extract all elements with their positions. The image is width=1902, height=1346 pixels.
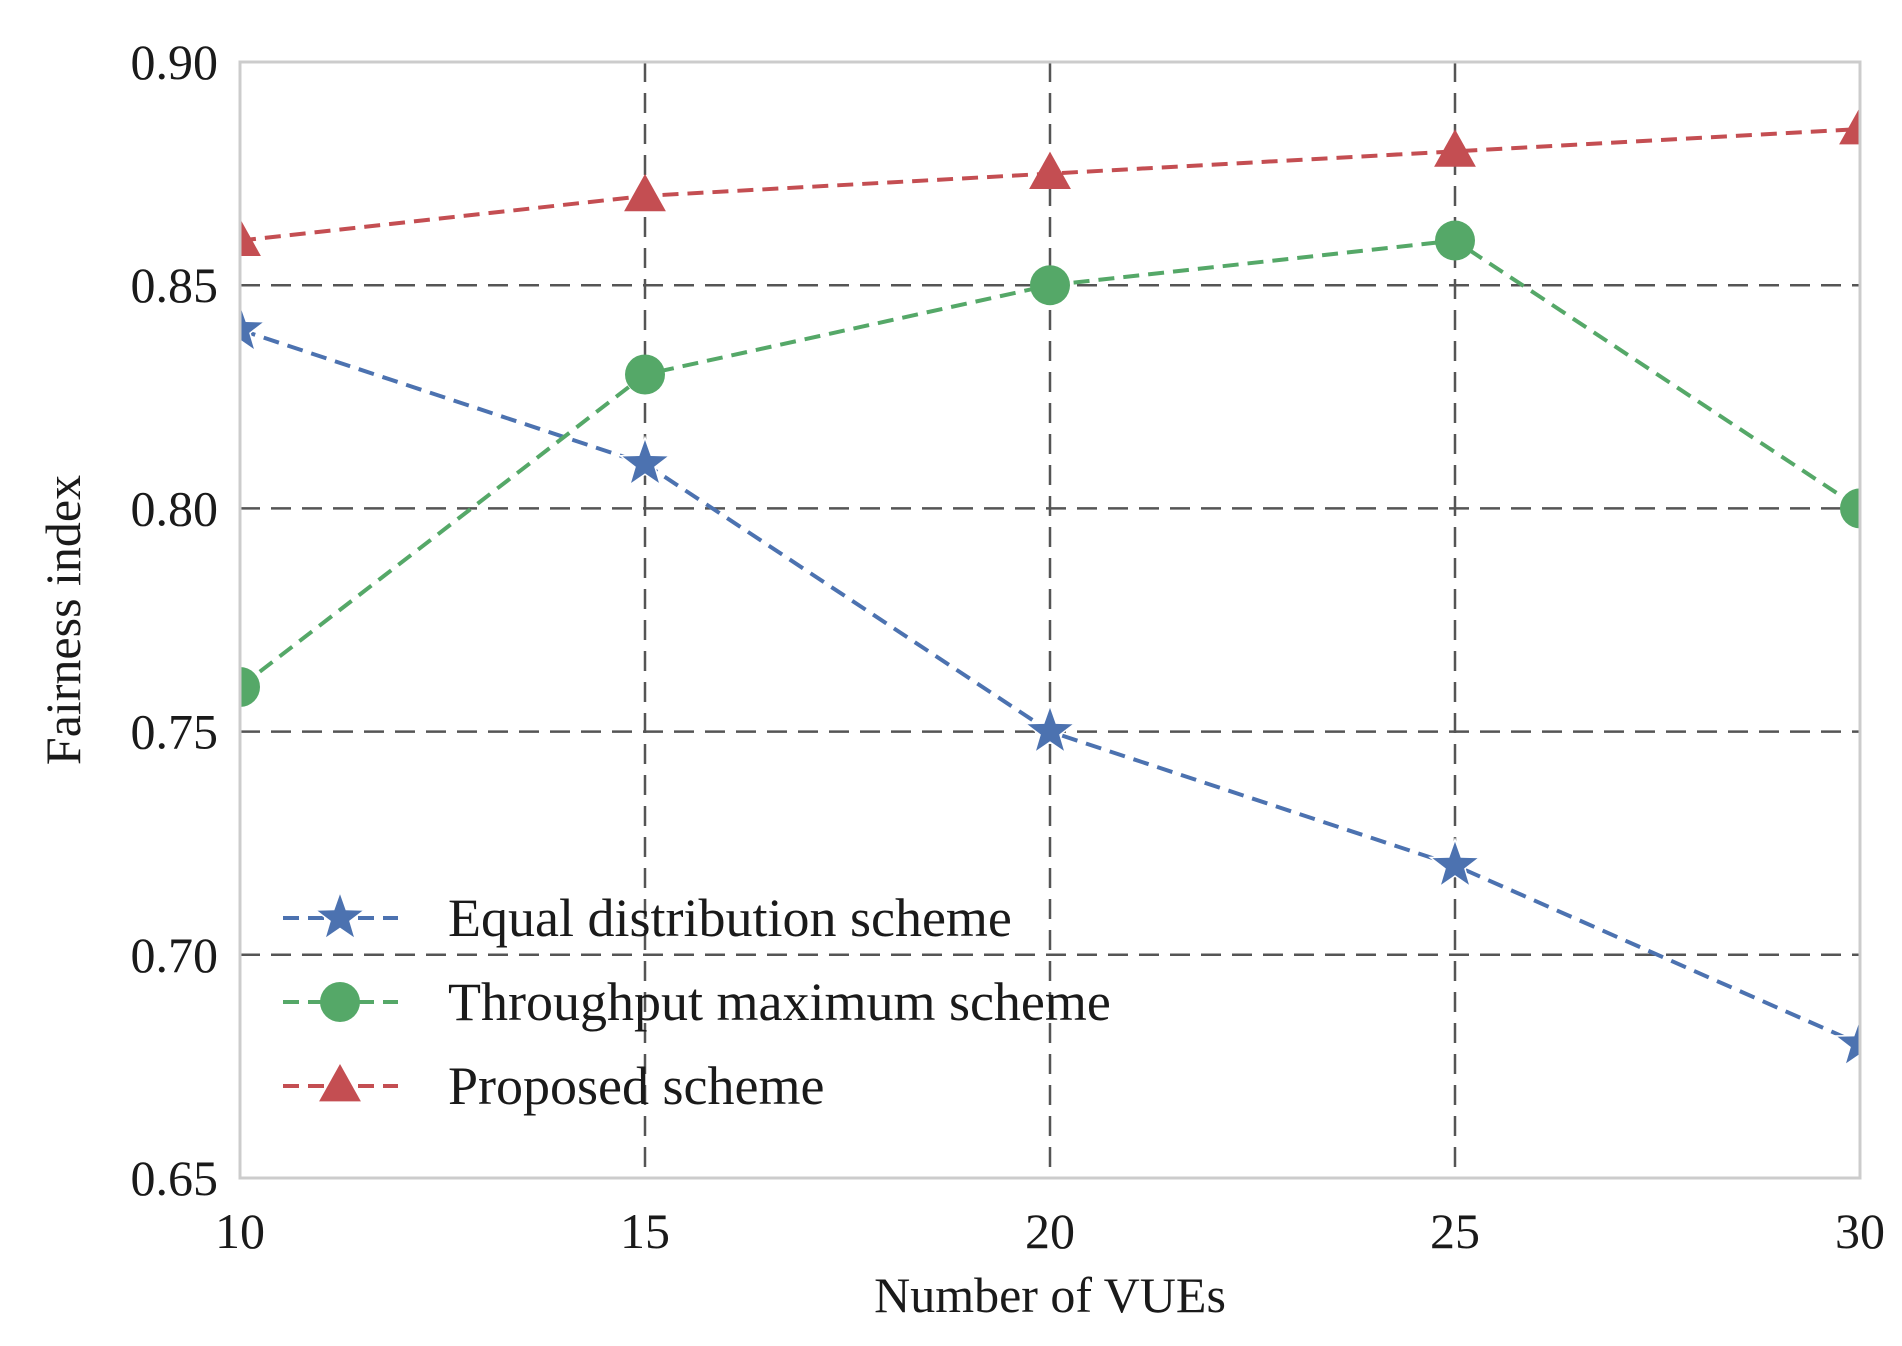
- x-tick-label: 15: [620, 1203, 670, 1259]
- data-point-circle: [240, 666, 260, 707]
- legend-label: Throughput maximum scheme: [448, 972, 1111, 1032]
- data-point-triangle: [1029, 151, 1071, 189]
- x-tick-label: 10: [215, 1203, 265, 1259]
- data-point-star: [618, 435, 672, 487]
- legend-marker-star: [313, 889, 367, 941]
- data-point-triangle: [240, 218, 261, 256]
- x-tick-label: 30: [1835, 1203, 1885, 1259]
- plot-frame: [238, 60, 1862, 1180]
- legend-marker-triangle: [319, 1064, 361, 1102]
- data-point-star: [1023, 703, 1077, 755]
- series-star: [240, 301, 1860, 1067]
- data-point-circle: [1840, 488, 1860, 529]
- data-point-star: [240, 301, 267, 353]
- data-point-star: [1428, 837, 1482, 889]
- y-tick-label: 0.65: [131, 1150, 219, 1206]
- legend-label: Equal distribution scheme: [448, 888, 1012, 948]
- legend-item: Equal distribution scheme: [283, 888, 1012, 948]
- data-point-triangle: [1434, 129, 1476, 167]
- series-layer: [240, 106, 1860, 1067]
- y-tick-label: 0.80: [131, 480, 219, 536]
- x-axis-label: Number of VUEs: [874, 1267, 1226, 1323]
- data-point-circle: [625, 354, 665, 395]
- y-tick-label: 0.85: [131, 257, 219, 313]
- data-point-star: [1833, 1015, 1860, 1067]
- series-triangle: [240, 106, 1860, 256]
- x-axis-ticks: 10 15 20 25 30: [215, 1203, 1885, 1259]
- y-axis-label: Fairness index: [35, 475, 91, 765]
- legend-label: Proposed scheme: [448, 1056, 824, 1116]
- y-tick-label: 0.70: [131, 927, 219, 983]
- legend-item: Throughput maximum scheme: [283, 972, 1111, 1032]
- data-point-triangle: [1839, 106, 1860, 145]
- y-axis-ticks: 0.65 0.70 0.75 0.80 0.85 0.90: [131, 34, 219, 1206]
- legend: Equal distribution scheme Throughput maxi…: [283, 888, 1111, 1116]
- legend-marker-circle: [320, 982, 360, 1022]
- y-tick-label: 0.75: [131, 704, 219, 760]
- data-point-triangle: [624, 173, 666, 212]
- data-point-circle: [1435, 220, 1475, 261]
- x-tick-label: 20: [1025, 1203, 1075, 1259]
- series-circle: [240, 220, 1860, 707]
- legend-item: Proposed scheme: [283, 1056, 824, 1116]
- y-tick-label: 0.90: [131, 34, 219, 90]
- data-point-circle: [1030, 265, 1070, 306]
- x-tick-label: 25: [1430, 1203, 1480, 1259]
